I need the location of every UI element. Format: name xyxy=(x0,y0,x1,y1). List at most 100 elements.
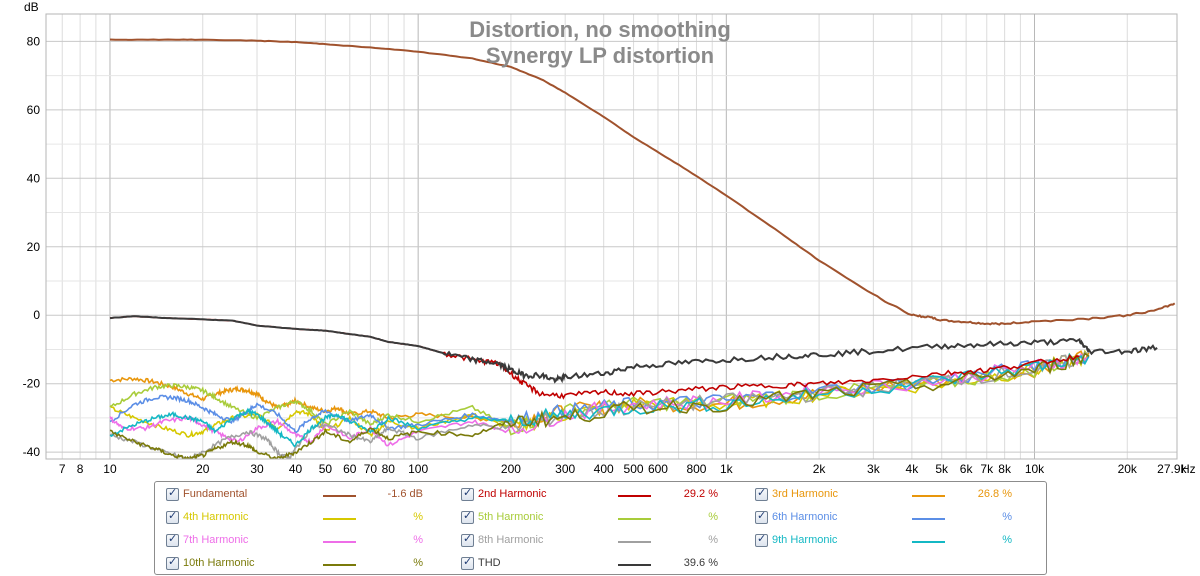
legend-value: % xyxy=(708,511,718,523)
legend-swatch xyxy=(618,495,651,497)
x-tick-label: 6k xyxy=(960,462,974,476)
legend-swatch xyxy=(323,564,356,566)
legend-swatch xyxy=(618,541,651,543)
y-tick-label: -20 xyxy=(23,377,41,391)
legend-swatch xyxy=(912,518,945,520)
7th-harmonic-checkbox[interactable] xyxy=(166,532,179,547)
10th-harmonic-checkbox[interactable] xyxy=(166,555,179,570)
x-tick-label: 400 xyxy=(594,462,614,476)
x-tick-label: 20 xyxy=(196,462,210,476)
fundamental-checkbox[interactable] xyxy=(166,486,179,501)
x-tick-label: 800 xyxy=(686,462,706,476)
x-tick-label: 8 xyxy=(77,462,84,476)
4th-harmonic-checkbox[interactable] xyxy=(166,509,179,524)
legend-swatch xyxy=(323,518,356,520)
x-tick-label: 600 xyxy=(648,462,668,476)
legend-value: % xyxy=(413,557,423,569)
x-tick-label: 70 xyxy=(364,462,378,476)
x-axis-ticks: 7 8 10 20 30 40 50 60 70 80 100 200 300 400 500 600 800 1… xyxy=(59,462,1188,476)
8th-harmonic-checkbox[interactable] xyxy=(461,532,474,547)
x-tick-label: 10k xyxy=(1025,462,1045,476)
6th-harmonic-checkbox[interactable] xyxy=(755,509,768,524)
plot-background xyxy=(46,14,1177,459)
2nd-harmonic-checkbox[interactable] xyxy=(461,486,474,501)
legend: Fundamental -1.6 dB 2nd Harmonic 29.2 % 3rd … xyxy=(154,481,1047,575)
legend-swatch xyxy=(618,564,651,566)
legend-label: 9th Harmonic xyxy=(772,534,838,546)
legend-label: 8th Harmonic xyxy=(478,534,544,546)
x-tick-label: 7 xyxy=(59,462,66,476)
thd-line xyxy=(109,315,1158,384)
x-tick-label: 300 xyxy=(555,462,575,476)
3rd-harmonic-checkbox[interactable] xyxy=(755,486,768,501)
legend-swatch xyxy=(323,495,356,497)
x-tick-label: 80 xyxy=(382,462,396,476)
legend-label: THD xyxy=(478,557,501,569)
chart-title: Distortion, no smoothing xyxy=(469,17,731,42)
legend-value: % xyxy=(413,534,423,546)
x-tick-label: 10 xyxy=(103,462,117,476)
legend-item-6th-harmonic: 6th Harmonic% xyxy=(752,508,1037,530)
legend-label: 5th Harmonic xyxy=(478,511,544,523)
x-tick-label: 20k xyxy=(1118,462,1138,476)
x-tick-label: 7k xyxy=(980,462,994,476)
legend-label: 10th Harmonic xyxy=(183,557,255,569)
y-tick-label: -40 xyxy=(23,445,41,459)
legend-swatch xyxy=(323,541,356,543)
legend-item-9th-harmonic: 9th Harmonic% xyxy=(752,531,1037,553)
legend-value: -1.6 dB xyxy=(387,488,423,500)
legend-item-5th-harmonic: 5th Harmonic% xyxy=(458,508,743,530)
legend-label: 4th Harmonic xyxy=(183,511,249,523)
legend-item-3rd-harmonic: 3rd Harmonic 26.8 % xyxy=(752,485,1037,507)
legend-item-2nd-harmonic: 2nd Harmonic 29.2 % xyxy=(458,485,743,507)
thd-checkbox[interactable] xyxy=(461,555,474,570)
legend-item-10th-harmonic: 10th Harmonic% xyxy=(163,554,448,576)
x-tick-label: 2k xyxy=(813,462,827,476)
legend-value: 39.6 % xyxy=(683,557,718,569)
legend-label: 2nd Harmonic xyxy=(478,488,547,500)
x-tick-label: 500 xyxy=(624,462,644,476)
x-tick-label: 1k xyxy=(720,462,734,476)
legend-item-thd: THD 39.6 % xyxy=(458,554,743,576)
y-tick-label: 80 xyxy=(27,34,41,48)
x-tick-label: 5k xyxy=(935,462,949,476)
legend-value: 29.2 % xyxy=(683,488,718,500)
legend-item-7th-harmonic: 7th Harmonic% xyxy=(163,531,448,553)
legend-swatch xyxy=(912,541,945,543)
legend-item-8th-harmonic: 8th Harmonic% xyxy=(458,531,743,553)
y-tick-label: 60 xyxy=(27,103,41,117)
legend-label: 3rd Harmonic xyxy=(772,488,839,500)
y-tick-label: 40 xyxy=(27,171,41,185)
9th-harmonic-line xyxy=(109,352,1090,448)
x-tick-label: 4k xyxy=(906,462,920,476)
5th-harmonic-checkbox[interactable] xyxy=(461,509,474,524)
legend-value: 26.8 % xyxy=(977,488,1012,500)
x-tick-label: 100 xyxy=(408,462,428,476)
legend-label: 7th Harmonic xyxy=(183,534,249,546)
chart-subtitle: Synergy LP distortion xyxy=(486,43,714,68)
legend-item-fundamental: Fundamental -1.6 dB xyxy=(163,485,448,507)
x-tick-label: 30 xyxy=(250,462,264,476)
9th-harmonic-checkbox[interactable] xyxy=(755,532,768,547)
legend-item-4th-harmonic: 4th Harmonic% xyxy=(163,508,448,530)
legend-label: 6th Harmonic xyxy=(772,511,838,523)
legend-label: Fundamental xyxy=(183,488,248,500)
plot-frame xyxy=(45,13,1178,460)
x-tick-label: 60 xyxy=(343,462,357,476)
y-axis-label: dB xyxy=(24,0,39,14)
y-tick-label: 20 xyxy=(27,240,41,254)
legend-value: % xyxy=(708,534,718,546)
legend-value: % xyxy=(1002,511,1012,523)
x-tick-label: 3k xyxy=(867,462,881,476)
x-tick-label: 50 xyxy=(319,462,333,476)
10th-harmonic-line xyxy=(109,352,1090,459)
y-axis-ticks: 80 60 40 20 0 -20 -40 xyxy=(23,34,41,459)
legend-swatch xyxy=(618,518,651,520)
x-tick-label: 40 xyxy=(289,462,303,476)
legend-value: % xyxy=(413,511,423,523)
x-axis-unit: Hz xyxy=(1181,462,1196,476)
legend-swatch xyxy=(912,495,945,497)
series-lines xyxy=(109,38,1176,459)
x-tick-label: 8k xyxy=(998,462,1012,476)
